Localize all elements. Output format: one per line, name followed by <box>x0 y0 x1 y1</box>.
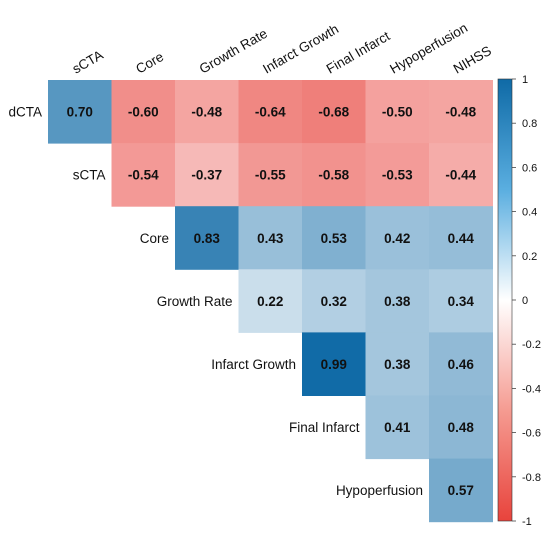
colorbar-tick-label: 0.4 <box>522 207 537 219</box>
column-label-core: Core <box>133 49 166 77</box>
cell-dcta-hypoperfusion <box>365 80 430 144</box>
cell-infarct-growth-nihss <box>429 332 493 396</box>
cell-value-label: -0.54 <box>128 168 159 183</box>
cell-dcta-infarct-growth <box>238 80 303 144</box>
column-label-growth-rate: Growth Rate <box>197 26 270 77</box>
cell-value-label: 0.41 <box>384 420 411 435</box>
row-label-hypoperfusion: Hypoperfusion <box>336 483 423 498</box>
cell-value-label: 0.57 <box>448 483 474 498</box>
cell-value-label: -0.60 <box>128 105 159 120</box>
cell-growth-rate-nihss <box>429 269 493 333</box>
colorbar-tick-label: 1 <box>522 74 528 86</box>
cell-value-label: 0.48 <box>448 420 475 435</box>
row-labels: dCTA sCTA Core Growth Rate Infarct Growth Fin… <box>8 105 423 499</box>
row-label-core: Core <box>140 231 169 246</box>
colorbar-tick-label: -0.8 <box>522 472 541 484</box>
cell-value-label: 0.44 <box>448 231 475 246</box>
cell-final-infarct-hypoperfusion <box>365 395 430 460</box>
colorbar-tick-label: 0.2 <box>522 251 537 263</box>
cell-core-hypoperfusion <box>365 206 430 270</box>
colorbar-tick-label: -0.2 <box>522 339 541 351</box>
cell-value-label: -0.37 <box>191 168 222 183</box>
column-label-scta: sCTA <box>70 47 106 76</box>
cell-scta-growth-rate <box>175 143 239 207</box>
colorbar: 1 0.8 0.6 0.4 0.2 0 -0.2 -0.4 -0.6 -0.8 -1 <box>497 74 541 528</box>
cell-value-label: -0.68 <box>318 105 349 120</box>
cell-growth-rate-hypoperfusion <box>365 269 430 333</box>
cell-value-label: 0.46 <box>448 357 475 372</box>
cell-scta-infarct-growth <box>238 143 303 207</box>
cell-core-infarct-growth <box>238 206 303 270</box>
colorbar-tick-label: -1 <box>522 516 532 528</box>
cell-value-label: -0.55 <box>255 168 286 183</box>
cell-final-infarct-nihss <box>429 395 493 460</box>
cell-value-label: 0.32 <box>321 294 347 309</box>
cell-value-label: 0.83 <box>194 231 221 246</box>
colorbar-tick-label: 0.8 <box>522 118 537 130</box>
cell-dcta-nihss <box>429 80 493 144</box>
cell-value-label: 0.43 <box>257 231 284 246</box>
cell-value-label: 0.53 <box>321 231 348 246</box>
cell-dcta-core <box>111 80 176 144</box>
cell-scta-hypoperfusion <box>365 143 430 207</box>
cell-value-label: 0.34 <box>448 294 475 309</box>
cell-scta-final-infarct <box>302 143 366 207</box>
cell-value-label: -0.48 <box>445 105 476 120</box>
cell-hypoperfusion-nihss <box>429 458 493 523</box>
cell-value-label: -0.53 <box>382 168 413 183</box>
colorbar-tick-label: 0 <box>522 295 528 307</box>
cell-core-growth-rate <box>175 206 239 270</box>
colorbar-gradient <box>497 78 513 522</box>
cell-value-label: 0.42 <box>384 231 410 246</box>
cell-dcta-final-infarct <box>302 80 366 144</box>
cell-growth-rate-infarct-growth <box>238 269 303 333</box>
cell-value-label: 0.99 <box>321 357 347 372</box>
cell-value-label: -0.50 <box>382 105 413 120</box>
colorbar-tick-label: -0.4 <box>522 383 541 395</box>
row-label-final-infarct: Final Infarct <box>289 420 360 435</box>
colorbar-tick-label: -0.6 <box>522 428 541 440</box>
cell-value-label: -0.64 <box>255 105 286 120</box>
cell-scta-nihss <box>429 143 493 207</box>
cell-value-label: 0.70 <box>67 105 93 120</box>
cell-scta-core <box>111 143 176 207</box>
cell-value-label: 0.38 <box>384 357 411 372</box>
colorbar-tick-label: 0.6 <box>522 162 537 174</box>
cell-value-label: -0.58 <box>318 168 349 183</box>
row-label-growth-rate: Growth Rate <box>157 294 233 309</box>
cell-infarct-growth-hypoperfusion <box>365 332 430 396</box>
row-label-dcta: dCTA <box>8 105 42 120</box>
cell-value-label: 0.38 <box>384 294 411 309</box>
heatmap-cells: 0.70 -0.60 -0.48 -0.64 -0.68 -0.50 -0.48 -0.54 -… <box>48 80 493 523</box>
cell-growth-rate-final-infarct <box>302 269 366 333</box>
cell-dcta-growth-rate <box>175 80 239 144</box>
row-label-scta: sCTA <box>73 168 106 183</box>
cell-value-label: -0.48 <box>191 105 222 120</box>
cell-dcta-scta <box>48 80 112 144</box>
cell-core-final-infarct <box>302 206 366 270</box>
cell-core-nihss <box>429 206 493 270</box>
cell-value-label: 0.22 <box>257 294 283 309</box>
column-label-nihss: NIHSS <box>451 43 494 77</box>
row-label-infarct-growth: Infarct Growth <box>211 357 296 372</box>
cell-value-label: -0.44 <box>445 168 476 183</box>
cell-infarct-growth-final-infarct <box>302 332 366 396</box>
